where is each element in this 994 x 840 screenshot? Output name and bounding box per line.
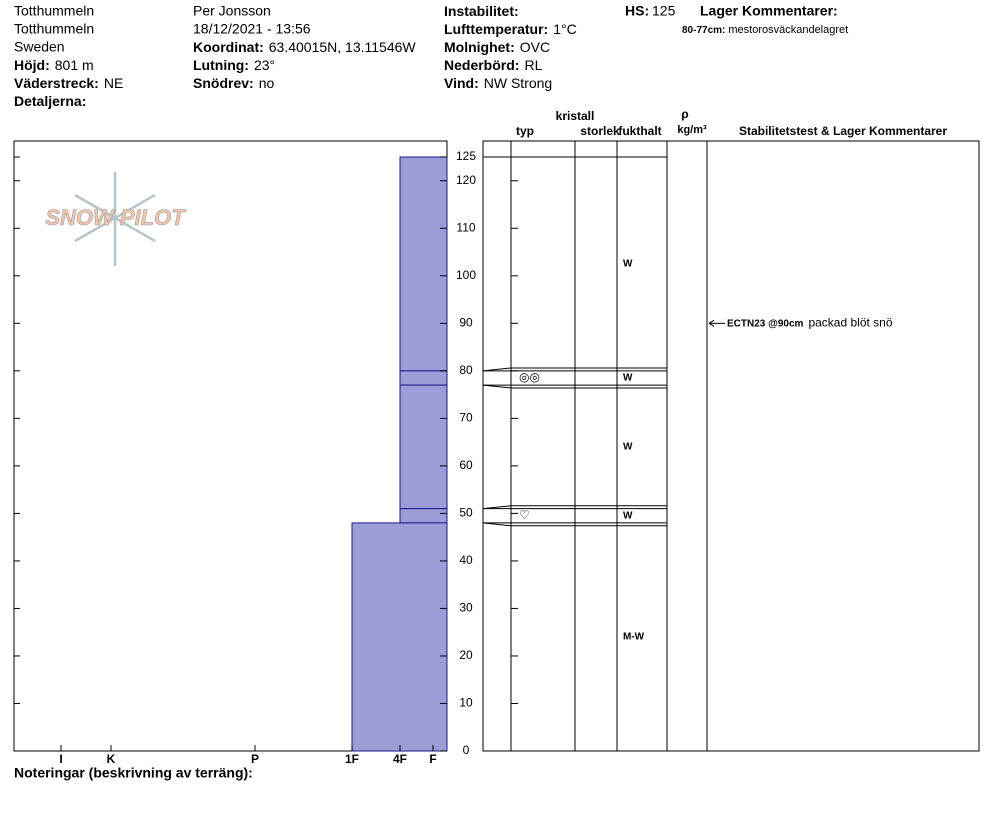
hardness-label: P bbox=[251, 752, 259, 766]
logo-text: SNOW PILOT bbox=[45, 205, 186, 230]
layer-comment: 80-77cm: mestorosväckandelagret bbox=[682, 24, 848, 36]
moisture: W bbox=[623, 373, 633, 384]
field-value: 1°C bbox=[553, 21, 577, 37]
y-tick-label: 30 bbox=[459, 601, 473, 615]
hardness-bar bbox=[399, 370, 448, 386]
y-tick-label: 60 bbox=[459, 458, 473, 472]
header-field: Lutning: 23° bbox=[193, 57, 275, 73]
logo-snowflake bbox=[74, 172, 156, 266]
col-head: storlek bbox=[580, 124, 620, 138]
y-tick-label: 40 bbox=[459, 553, 473, 567]
header-text: Per Jonsson bbox=[193, 3, 271, 19]
header-field: Lufttemperatur: 1°C bbox=[444, 21, 577, 37]
field-label: Detaljerna: bbox=[14, 93, 86, 109]
hardness-bar bbox=[351, 522, 448, 752]
header-field: Molnighet: OVC bbox=[444, 39, 550, 55]
hardness-label: 4F bbox=[393, 752, 407, 766]
hardness-label: I bbox=[59, 752, 62, 766]
field-value: NE bbox=[104, 75, 123, 91]
field-label: Väderstreck: bbox=[14, 75, 99, 91]
comment-text: mestorosväckandelagret bbox=[728, 24, 848, 36]
y-tick-label: 90 bbox=[459, 315, 473, 329]
col-head: kg/m³ bbox=[677, 124, 707, 136]
grain-type: ◎◎ bbox=[519, 370, 540, 384]
y-tick-label: 50 bbox=[459, 506, 473, 520]
header-field: Koordinat: 63.40015N, 13.11546W bbox=[193, 39, 416, 55]
header-field: Snödrev: no bbox=[193, 75, 274, 91]
field-value: 63.40015N, 13.11546W bbox=[269, 39, 417, 55]
hs-value: 125 bbox=[652, 3, 676, 19]
test-comment: packad blöt snö bbox=[808, 315, 892, 329]
field-value: 23° bbox=[254, 57, 275, 73]
footer-notes: Noteringar (beskrivning av terräng): bbox=[14, 765, 253, 781]
test-result: ECTN23 @90cm packad blöt snö bbox=[727, 315, 893, 329]
field-label: Höjd: bbox=[14, 57, 50, 73]
y-tick-label: 0 bbox=[463, 743, 470, 757]
col-head: ρ bbox=[681, 107, 688, 121]
field-label: Snödrev: bbox=[193, 75, 254, 91]
field-label: Molnighet: bbox=[444, 39, 515, 55]
header-text: Totthummeln bbox=[14, 3, 94, 19]
header-field: Höjd: 801 m bbox=[14, 57, 94, 73]
header-field: Detaljerna: bbox=[14, 93, 86, 109]
col-head: kristall bbox=[556, 109, 595, 123]
col-head: typ bbox=[516, 124, 534, 138]
layer-connector bbox=[482, 505, 512, 510]
field-label: Nederbörd: bbox=[444, 57, 519, 73]
field-label: Instabilitet: bbox=[444, 3, 519, 19]
moisture: M-W bbox=[623, 632, 645, 643]
y-tick-label: 70 bbox=[459, 411, 473, 425]
header-text: Sweden bbox=[14, 39, 65, 55]
field-label: Koordinat: bbox=[193, 39, 264, 55]
field-value: RL bbox=[524, 57, 542, 73]
y-tick-label: 100 bbox=[456, 268, 476, 282]
grain-type: ♡ bbox=[519, 508, 530, 522]
header-text: Totthummeln bbox=[14, 21, 94, 37]
hardness-bar bbox=[399, 508, 448, 524]
layer-connector bbox=[482, 367, 512, 372]
y-tick-label: 20 bbox=[459, 648, 473, 662]
hardness-bar bbox=[399, 384, 448, 510]
field-label: Vind: bbox=[444, 75, 479, 91]
moisture: W bbox=[623, 259, 633, 270]
hardness-bar bbox=[399, 156, 448, 372]
col-head: fukthalt bbox=[618, 124, 661, 138]
moisture: W bbox=[623, 442, 633, 453]
field-value: 801 m bbox=[55, 57, 94, 73]
y-tick-label: 80 bbox=[459, 363, 473, 377]
header-field: Nederbörd: RL bbox=[444, 57, 543, 73]
moisture: W bbox=[623, 510, 633, 521]
test-name: ECTN23 @90cm bbox=[727, 318, 804, 329]
y-tick-label: 125 bbox=[456, 149, 476, 163]
hardness-label: F bbox=[429, 752, 436, 766]
hardness-label: 1F bbox=[345, 752, 359, 766]
arrow-head bbox=[708, 319, 715, 327]
layer-comments-title: Lager Kommentarer: bbox=[700, 3, 838, 19]
field-label: Lufttemperatur: bbox=[444, 21, 548, 37]
field-value: no bbox=[259, 75, 275, 91]
y-tick-label: 120 bbox=[456, 173, 476, 187]
header-field: Vind: NW Strong bbox=[444, 75, 552, 91]
header-field: Väderstreck: NE bbox=[14, 75, 123, 91]
hs-label: HS: bbox=[625, 3, 649, 19]
table-frame bbox=[482, 140, 980, 752]
y-tick-label: 110 bbox=[456, 220, 475, 234]
hardness-label: K bbox=[107, 752, 116, 766]
field-label: Lutning: bbox=[193, 57, 249, 73]
header-field: Instabilitet: bbox=[444, 3, 519, 19]
field-value: OVC bbox=[520, 39, 550, 55]
col-head: Stabilitetstest & Lager Kommentarer bbox=[739, 124, 947, 138]
field-value: NW Strong bbox=[484, 75, 552, 91]
header-text: 18/12/2021 - 13:56 bbox=[193, 21, 311, 37]
y-tick-label: 10 bbox=[459, 696, 473, 710]
comment-range: 80-77cm: bbox=[682, 25, 725, 36]
